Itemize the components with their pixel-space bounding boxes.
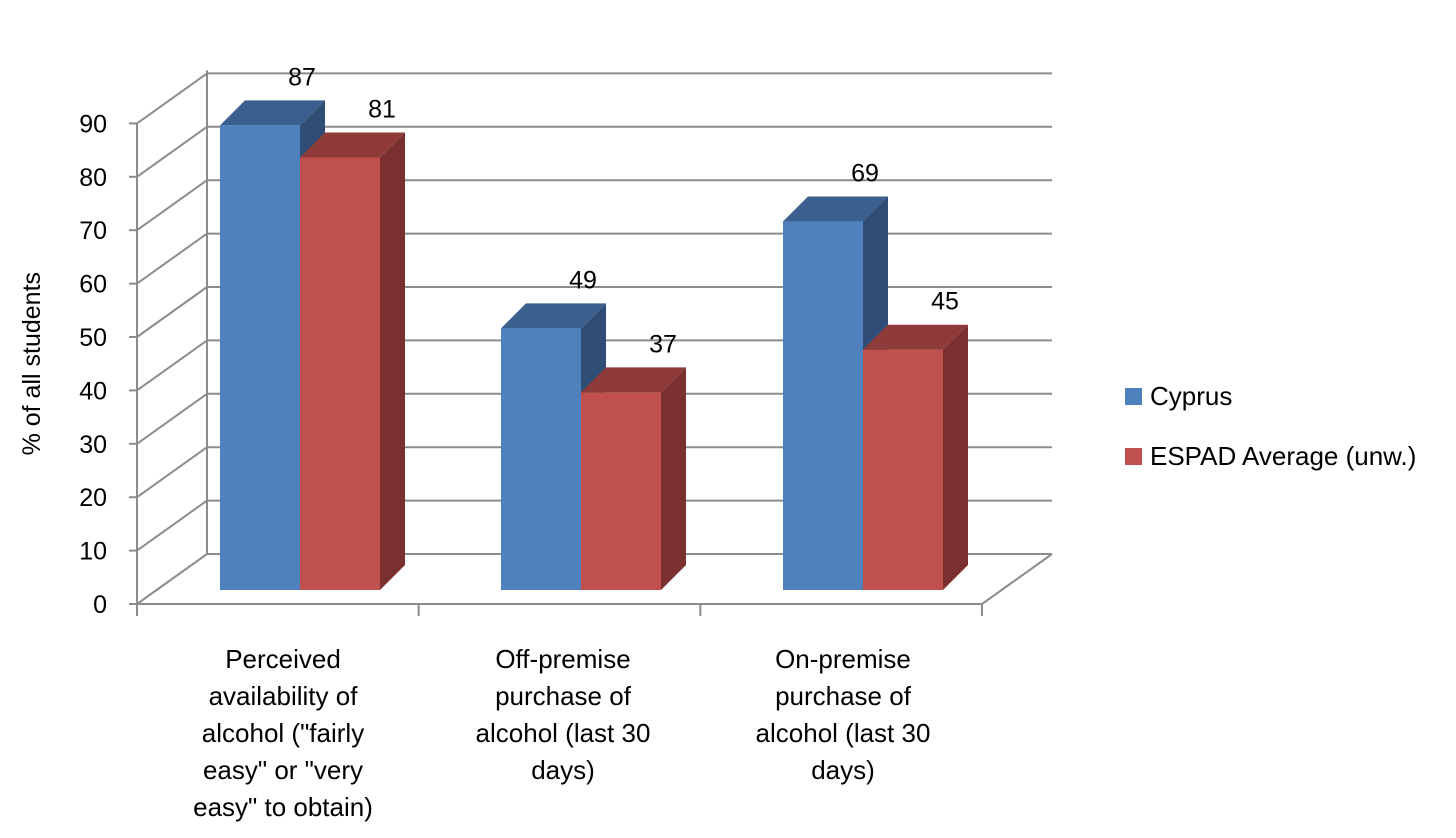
chart-walls xyxy=(136,70,1053,605)
bar-top xyxy=(863,324,968,350)
bar xyxy=(581,367,686,590)
y-axis-label: % of all students xyxy=(18,272,46,455)
gridline-side xyxy=(136,232,208,285)
bar-front xyxy=(783,221,863,591)
gridline-side xyxy=(136,125,208,178)
legend-item-espad: ESPAD Average (unw.) xyxy=(1125,438,1416,474)
bar-top xyxy=(581,367,686,393)
legend-swatch-cyprus xyxy=(1125,387,1142,405)
y-tick-label: 30 xyxy=(79,431,107,459)
gridline-side xyxy=(136,499,208,552)
category-label: Perceived availability of alcohol ("fairly… xyxy=(193,644,373,822)
bar-side xyxy=(661,367,686,590)
gridline-side xyxy=(136,339,208,392)
y-tick-label: 0 xyxy=(93,591,107,619)
x-axis xyxy=(136,604,983,616)
legend: Cyprus ESPAD Average (unw.) xyxy=(1125,378,1416,498)
y-tick-label: 50 xyxy=(79,324,107,352)
gridline-side xyxy=(136,179,208,232)
category-label: Off-premise purchase of alcohol (last 30 da… xyxy=(476,644,651,785)
bar-side xyxy=(380,132,405,590)
bar-front xyxy=(863,349,943,590)
bar-front xyxy=(300,157,380,590)
y-axis-ticks: 0 10 20 30 40 50 60 70 80 90 xyxy=(79,110,137,619)
gridline-side xyxy=(136,286,208,338)
y-tick-label: 70 xyxy=(79,217,107,245)
y-tick-label: 80 xyxy=(79,164,107,192)
gridline-side xyxy=(136,72,208,125)
y-tick-label: 60 xyxy=(79,271,107,299)
data-labels: 87 49 69 81 37 45 xyxy=(288,63,959,358)
legend-item-cyprus: Cyprus xyxy=(1125,378,1416,414)
data-label: 87 xyxy=(288,63,316,91)
data-label: 37 xyxy=(649,330,677,358)
bar-top xyxy=(501,303,606,329)
bar-top xyxy=(300,132,405,158)
bar-front xyxy=(501,328,581,590)
gridline-side xyxy=(136,446,208,499)
y-tick-label: 10 xyxy=(79,538,107,566)
data-label: 45 xyxy=(931,288,959,316)
legend-label: ESPAD Average (unw.) xyxy=(1150,440,1417,471)
y-tick-label: 90 xyxy=(79,110,107,138)
bar xyxy=(300,132,405,590)
bars xyxy=(220,100,968,591)
y-tick-label: 40 xyxy=(79,377,107,405)
bar-top xyxy=(220,100,325,126)
legend-swatch-espad xyxy=(1125,447,1142,465)
bar xyxy=(863,324,968,590)
data-label: 49 xyxy=(569,266,597,294)
category-labels: Perceived availability of alcohol ("fairly… xyxy=(193,644,930,822)
y-tick-label: 20 xyxy=(79,484,107,512)
data-label: 69 xyxy=(851,160,879,188)
data-label: 81 xyxy=(368,95,396,123)
category-label: On-premise purchase of alcohol (last 30 day… xyxy=(756,644,931,785)
floor-right-edge xyxy=(981,553,1053,605)
bar-front xyxy=(581,392,661,590)
bar-front xyxy=(220,125,300,591)
gridline-side xyxy=(136,553,208,605)
bar-side xyxy=(943,324,968,590)
gridline-side xyxy=(136,392,208,445)
bar-top xyxy=(783,196,888,222)
legend-label: Cyprus xyxy=(1150,380,1233,411)
